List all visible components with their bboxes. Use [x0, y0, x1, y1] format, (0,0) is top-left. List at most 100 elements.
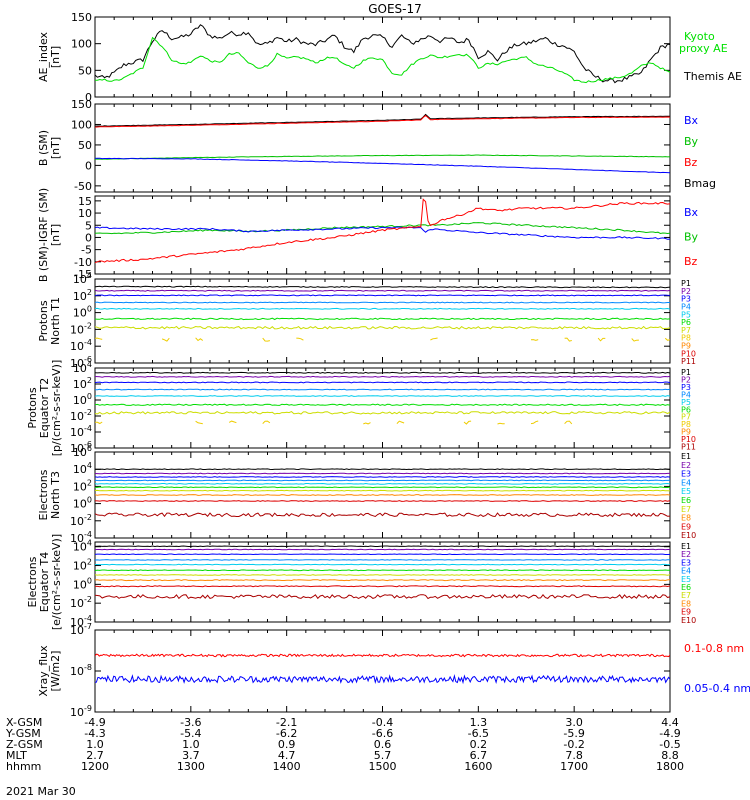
x-tick-value: 2.7 — [86, 749, 104, 762]
x-tick-value: -4.9 — [84, 716, 105, 729]
legend: Bx By Bz — [684, 206, 699, 268]
panel-frame — [94, 278, 671, 364]
y-tick-label: 100 — [73, 305, 92, 320]
x-tick-value: -6.5 — [468, 727, 489, 740]
x-tick-value: 5.7 — [374, 749, 392, 762]
y-tick-label: 10-2 — [70, 408, 92, 423]
series-P8-fragment — [95, 421, 103, 425]
x-tick-value: 8.8 — [661, 749, 679, 762]
legend-item: P6 — [681, 318, 691, 327]
legend-item: E4 — [681, 478, 691, 487]
y-tick-label: 10-6 — [70, 440, 92, 455]
series-P8-fragment — [597, 337, 606, 342]
x-tick-value: 1600 — [464, 760, 492, 773]
series-P2 — [95, 375, 670, 378]
series-P1 — [95, 371, 670, 374]
legend-item: E3 — [681, 470, 691, 479]
legend-item: P2 — [681, 375, 691, 384]
legend: 0.1-0.8 nm 0.05-0.4 nm — [684, 642, 750, 695]
legend-item: P9 — [681, 428, 691, 437]
x-tick-value: 4.4 — [661, 716, 679, 729]
y-axis-label: Protons — [26, 387, 39, 428]
legend-item: E3 — [681, 558, 691, 567]
plot-title: GOES-17 — [368, 2, 422, 16]
panel-ee: 10-4 10-2 100 102 104 Electrons Equator T4 [e/(… — [26, 534, 696, 630]
y-axis-label: Protons — [37, 300, 50, 341]
x-tick-value: 0.2 — [470, 738, 488, 751]
legend-item: P4 — [681, 390, 691, 399]
y-axis-label: [nT] — [49, 224, 62, 246]
legend-item: Kyoto — [684, 30, 715, 43]
x-row-label: Y-GSM — [5, 727, 41, 740]
y-tick-label: 104 — [73, 539, 92, 554]
x-tick-value: 1300 — [177, 760, 205, 773]
legend-item: E10 — [681, 531, 696, 540]
legend: Bx By Bz Bmag — [684, 114, 716, 190]
series-E1 — [95, 545, 670, 548]
series-P3 — [95, 381, 670, 384]
series-P8-fragment — [463, 420, 472, 425]
legend-item: Bz — [684, 156, 698, 169]
y-tick-label: 150 — [71, 11, 92, 24]
y-tick-label: 10-2 — [70, 321, 92, 336]
legend-item: P7 — [681, 326, 691, 335]
x-tick-value: 1800 — [656, 760, 684, 773]
series-E9 — [95, 500, 670, 502]
legend-item: E2 — [681, 461, 691, 470]
x-tick-value: -0.5 — [659, 738, 680, 751]
y-axis-label: [W/m2] — [49, 651, 62, 692]
x-tick-value: 1400 — [273, 760, 301, 773]
y-tick-label: 10-6 — [70, 355, 92, 370]
y-tick-label: 104 — [73, 271, 92, 286]
series-P8-fragment — [195, 420, 203, 425]
x-tick-value: 1200 — [81, 760, 109, 773]
y-tick-label: 100 — [71, 38, 92, 51]
legend-item: E10 — [681, 616, 696, 625]
series-P7 — [95, 325, 670, 330]
x-tick-value: -0.4 — [372, 716, 393, 729]
y-axis-label: Equator T4 — [38, 552, 51, 612]
legend-item: E9 — [681, 522, 691, 531]
y-axis-label: Electrons — [37, 469, 50, 520]
series-E10 — [95, 594, 670, 600]
legend-item: P3 — [681, 295, 691, 304]
series-0-1-0-8-nm — [95, 653, 670, 658]
x-row-label: X-GSM — [6, 716, 42, 729]
y-tick-label: 102 — [73, 558, 92, 573]
legend-item: Bx — [684, 206, 699, 219]
series-E9 — [95, 585, 670, 588]
y-axis-label: [p/(cm²-s-sr-keV)] — [50, 360, 63, 457]
legend-item: E7 — [681, 591, 691, 600]
series-Bmag — [95, 113, 670, 127]
legend-item: P4 — [681, 302, 691, 311]
legend-item: E8 — [681, 514, 691, 523]
legend-item: E5 — [681, 575, 691, 584]
x-tick-value: -5.4 — [180, 727, 201, 740]
legend-item: 0.05-0.4 nm — [684, 682, 750, 695]
series-P1 — [95, 285, 670, 289]
x-tick-value: 6.7 — [470, 749, 488, 762]
series-P8-fragment — [161, 337, 170, 342]
y-axis-label: AE_index — [37, 31, 50, 82]
legend-item: P5 — [681, 398, 691, 407]
y-axis-label: [e/(cm²-s-sr-keV)] — [50, 534, 63, 630]
series-P8-fragment — [363, 422, 371, 425]
panel-frame — [94, 629, 671, 713]
series-P6 — [95, 317, 670, 321]
series-E4 — [95, 479, 670, 482]
y-axis-label: North T1 — [49, 297, 62, 345]
x-tick-value: 1.0 — [182, 738, 200, 751]
y-axis-label: B (SM)-IGRF (SM) — [37, 188, 50, 282]
series-By — [95, 222, 670, 235]
series-P3 — [95, 294, 670, 297]
y-tick-label: 50 — [78, 139, 92, 152]
y-tick-label: 106 — [73, 444, 92, 459]
x-tick-value: 0.9 — [278, 738, 296, 751]
y-tick-label: 100 — [73, 576, 92, 591]
